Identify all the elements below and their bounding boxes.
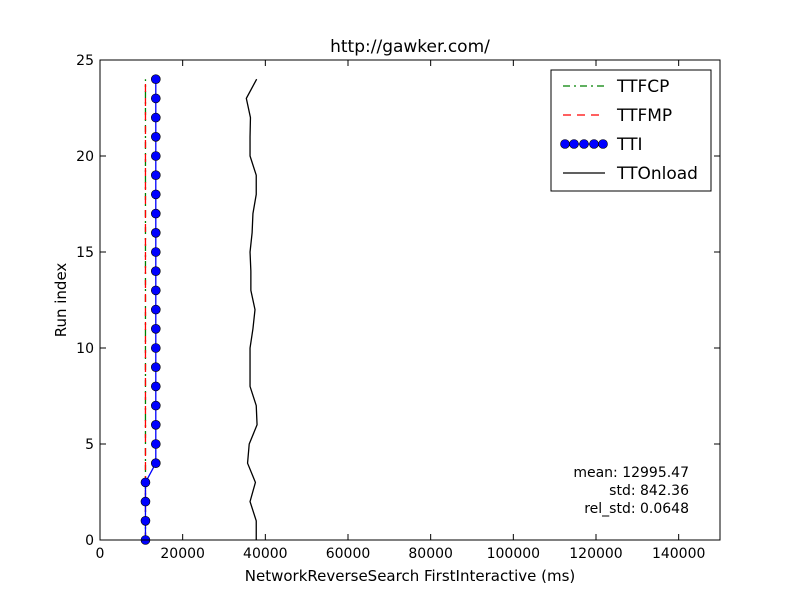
legend-marker-2	[579, 139, 589, 149]
y-tick-label-2: 10	[76, 341, 94, 357]
y-axis: 0 5 10 15 20 25	[76, 53, 720, 549]
legend-label-ttonload: TTOnload	[616, 164, 698, 184]
tti-point-16	[151, 228, 161, 238]
tti-point-15	[151, 247, 161, 257]
tti-point-10	[151, 343, 161, 353]
y-tick-label-4: 20	[76, 149, 94, 165]
x-tick-label-2: 40000	[243, 546, 288, 562]
y-tick-label-5: 25	[76, 53, 94, 69]
x-tick-label-5: 100000	[487, 546, 540, 562]
plot-frame	[99, 59, 721, 541]
tti-point-20	[151, 151, 161, 161]
x-axis-label: NetworkReverseSearch FirstInteractive (m…	[245, 567, 576, 585]
y-tick-label-1: 5	[85, 437, 94, 453]
y-axis-label: Run index	[52, 263, 70, 338]
legend-marker-4	[598, 139, 608, 149]
tti-point-7	[151, 400, 161, 411]
chart-title: http://gawker.com/	[330, 37, 490, 57]
tti-point-3	[140, 477, 151, 488]
annotation-2: rel_std: 0.0648	[584, 501, 689, 517]
tti-point-2	[140, 496, 151, 507]
series-line-ttonload	[245, 78, 258, 540]
legend-marker-3	[589, 139, 599, 149]
legend-box	[550, 69, 712, 192]
tti-point-8	[151, 381, 161, 392]
tti-point-11	[151, 323, 161, 334]
tti-point-14	[151, 266, 161, 277]
legend: TTFCP TTFMP TTI TTOnload	[550, 69, 712, 192]
annotation-0: mean: 12995.47	[573, 465, 689, 481]
tti-point-19	[151, 170, 161, 180]
tti-point-9	[151, 362, 161, 373]
legend-marker-0	[560, 139, 570, 149]
legend-label-ttfcp: TTFCP	[616, 77, 669, 97]
tti-point-4	[151, 458, 161, 469]
tti-point-5	[151, 439, 161, 449]
x-tick-label-0: 0	[96, 546, 105, 562]
tti-point-21	[151, 132, 161, 142]
legend-marker-1	[569, 139, 579, 149]
x-axis: 0 20000 40000 60000 80000 100000 120000 140000	[96, 60, 705, 562]
annotation-1: std: 842.36	[609, 483, 689, 499]
tti-point-23	[151, 93, 161, 104]
tti-point-22	[151, 112, 161, 123]
x-tick-label-4: 80000	[408, 546, 453, 562]
stats-annotations: mean: 12995.47 std: 842.36 rel_std: 0.0648	[573, 465, 689, 517]
tti-point-18	[151, 189, 161, 200]
tti-point-24	[151, 74, 161, 84]
x-tick-label-3: 60000	[326, 546, 371, 562]
tti-point-12	[151, 304, 161, 315]
tti-point-1	[140, 515, 151, 526]
y-tick-label-3: 15	[76, 245, 94, 261]
tti-point-17	[151, 208, 161, 219]
x-tick-label-1: 20000	[160, 546, 205, 562]
legend-label-ttfmp: TTFMP	[616, 106, 672, 126]
x-tick-label-6: 120000	[569, 546, 622, 562]
legend-label-tti: TTI	[616, 135, 642, 155]
x-tick-label-7: 140000	[652, 546, 705, 562]
tti-point-13	[151, 285, 161, 296]
tti-point-6	[151, 419, 161, 430]
y-tick-label-0: 0	[85, 533, 94, 549]
